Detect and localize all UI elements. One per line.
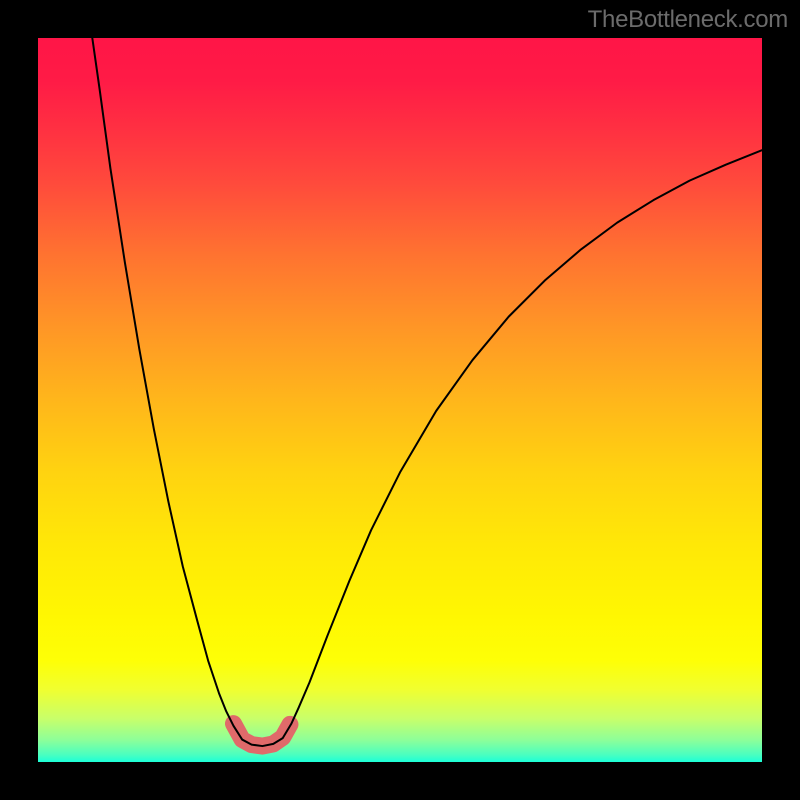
chart-frame: TheBottleneck.com — [0, 0, 800, 800]
bottleneck-curve-chart — [38, 38, 762, 762]
plot-area — [38, 38, 762, 762]
watermark-label: TheBottleneck.com — [588, 6, 788, 34]
gradient-background — [38, 38, 762, 762]
